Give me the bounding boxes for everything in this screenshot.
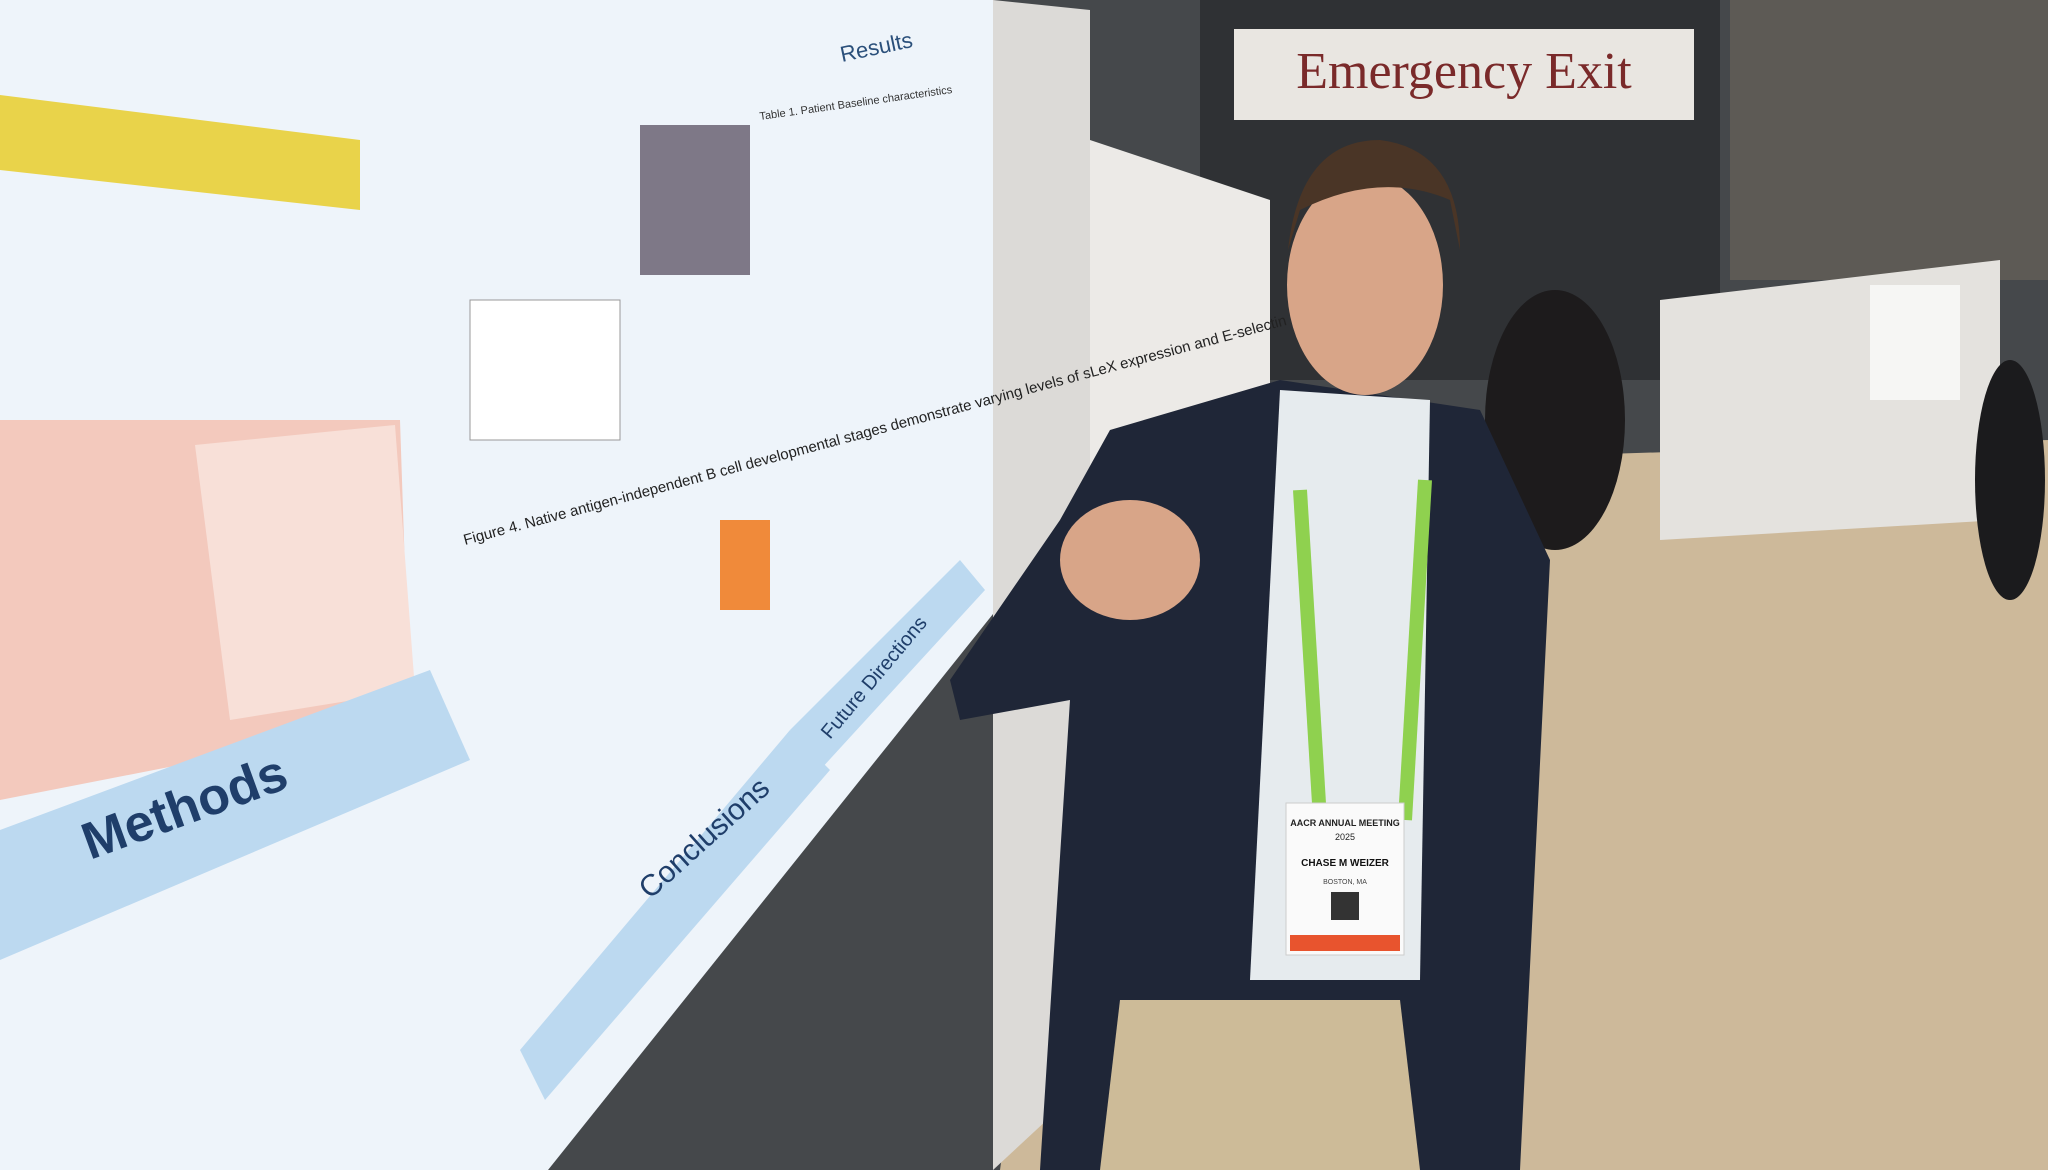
badge-year: 2025 <box>1335 832 1355 842</box>
background-person <box>1485 290 1625 550</box>
poster-diagram-inset <box>195 425 415 720</box>
far-poster <box>1870 285 1960 400</box>
badge-location: BOSTON, MA <box>1323 879 1367 886</box>
heatmap <box>720 520 770 610</box>
badge-event: AACR ANNUAL MEETING <box>1290 818 1400 828</box>
future-header-band <box>790 560 985 770</box>
badge-stripe <box>1290 935 1400 951</box>
exit-sign-text: Emergency Exit <box>1296 43 1632 100</box>
lanyard <box>1398 479 1432 821</box>
poster <box>0 0 993 1170</box>
presenter-hand <box>1060 500 1200 620</box>
badge-qr <box>1331 892 1359 920</box>
presenter-trousers <box>1100 1000 1420 1170</box>
concrete-pillar <box>1730 0 2048 280</box>
methods-header-band <box>0 670 470 960</box>
western-blot <box>640 125 750 275</box>
lanyard <box>1293 489 1327 821</box>
conclusions-header-band <box>520 730 830 1100</box>
poster-color-band <box>0 95 360 210</box>
badge-name: CHASE M WEIZER <box>1301 858 1390 869</box>
badge <box>1285 802 1405 956</box>
presenter-head <box>1287 175 1443 395</box>
background-person <box>1975 360 2045 600</box>
presenter-hair <box>1288 140 1460 250</box>
exit-sign <box>1234 29 1694 120</box>
bar-chart-figure <box>469 299 621 441</box>
